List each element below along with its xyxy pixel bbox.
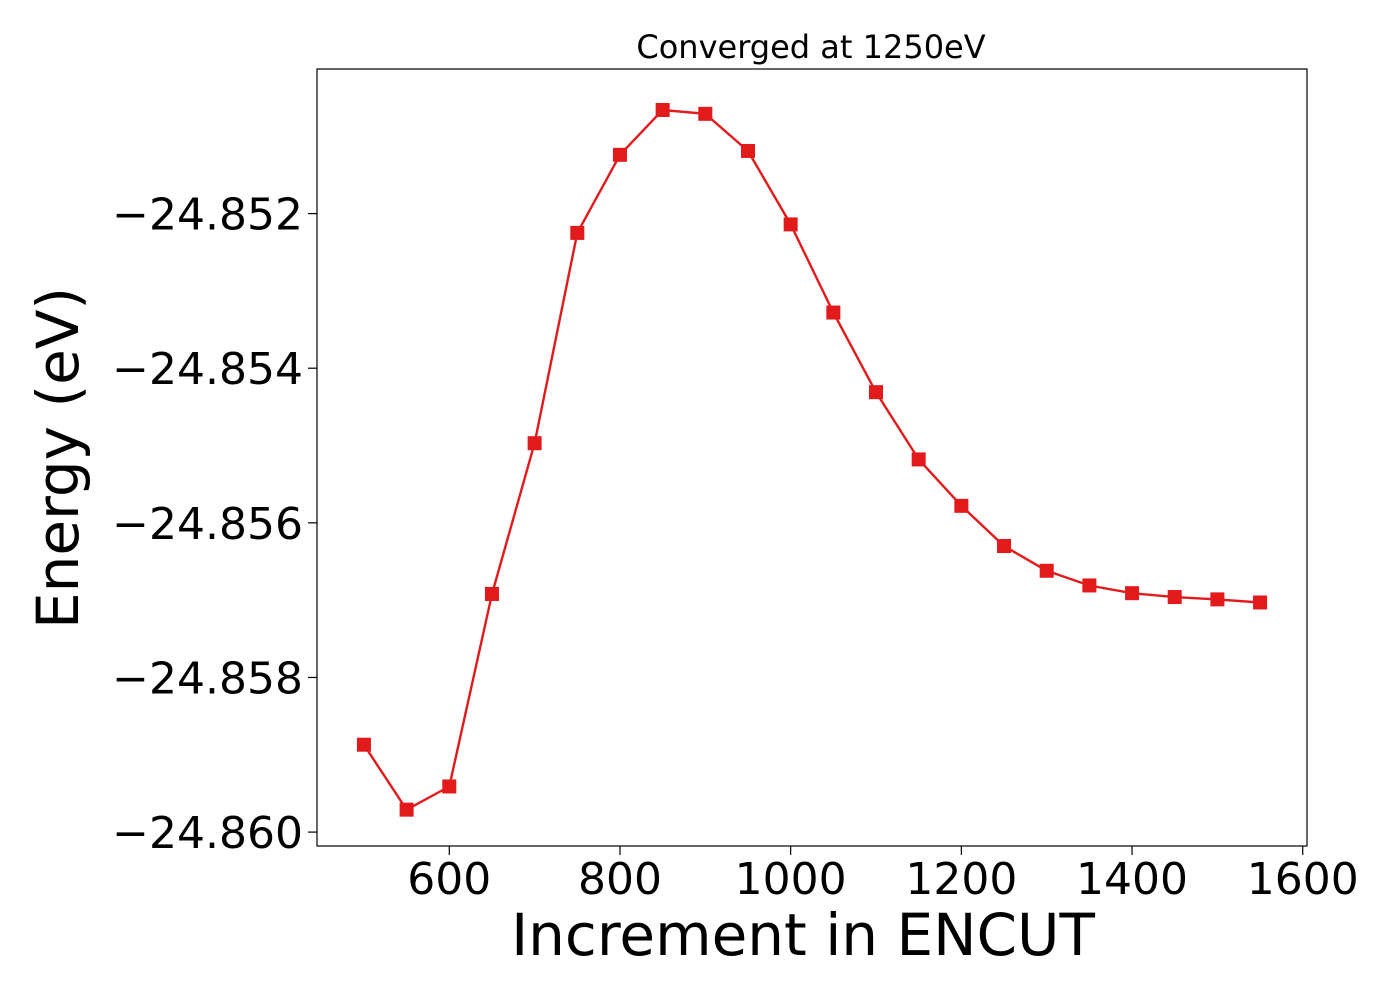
data-point [1082,578,1097,593]
y-tick-label: −24.858 [112,653,303,704]
data-point [1167,590,1182,605]
data-point [356,737,371,752]
x-tick-label: 600 [407,854,491,905]
x-tick-label: 1600 [1247,854,1359,905]
data-point [570,225,585,240]
data-point [442,779,457,794]
data-point [698,106,713,121]
x-tick-label: 800 [578,854,662,905]
data-point [954,498,969,513]
data-point [399,802,414,817]
series-layer [356,102,1268,817]
data-point [783,217,798,232]
y-axis: −24.852 −24.854 −24.856 −24.858 −24.860 [112,190,317,859]
x-tick-label: 1200 [905,854,1017,905]
data-point [527,436,542,451]
data-point [1125,586,1140,601]
y-axis-label: Energy (eV) [24,287,92,629]
y-tick-label: −24.860 [112,808,303,859]
data-point [826,305,841,320]
data-point [869,385,884,400]
x-axis-label: Increment in ENCUT [511,901,1095,969]
y-tick-label: −24.856 [112,499,303,550]
data-point [1210,592,1225,607]
x-tick-label: 1400 [1076,854,1188,905]
plot-area [316,68,1308,847]
data-point [1039,563,1054,578]
plot-frame [316,68,1308,847]
series-line [362,108,1261,811]
data-point [484,586,499,601]
data-point [612,147,627,162]
data-point [997,539,1012,554]
y-tick-label: −24.852 [112,190,303,241]
data-point [1253,595,1268,610]
chart-title: Converged at 1250eV [636,28,985,66]
data-point [911,452,926,467]
x-axis: 600 800 1000 1200 1400 1600 [407,846,1359,905]
x-tick-label: 1000 [735,854,847,905]
y-tick-label: −24.854 [112,344,303,395]
data-point [740,143,755,158]
data-point [655,102,670,117]
